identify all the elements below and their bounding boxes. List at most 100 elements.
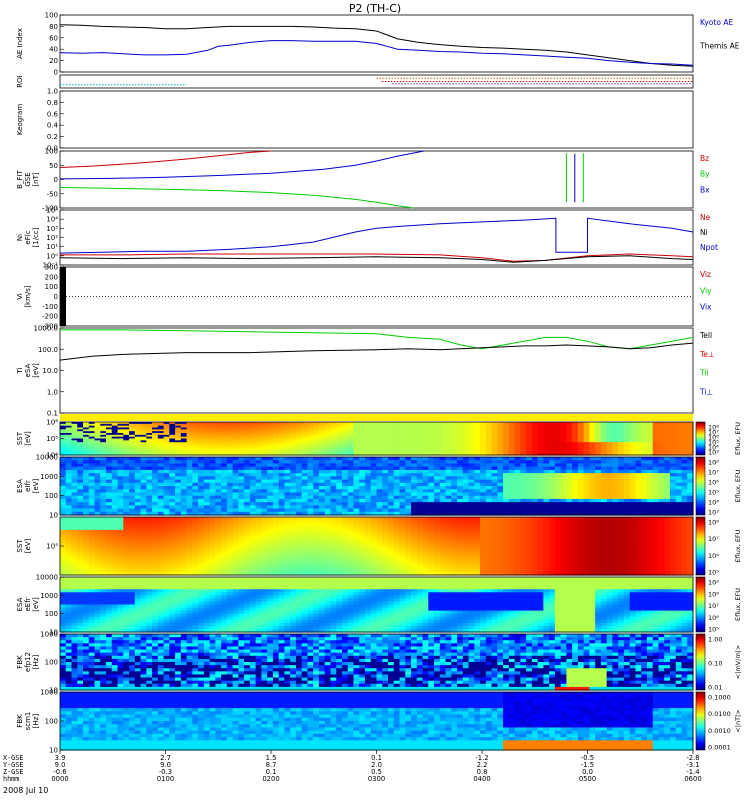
heatmap-cell <box>474 425 481 429</box>
heatmap-cell <box>451 423 458 427</box>
heatmap-cell <box>531 429 539 432</box>
y-tick-label: 10² <box>46 234 58 242</box>
y-axis-label: B_FITGSE[nT] <box>16 169 40 188</box>
heatmap-cell <box>439 495 447 500</box>
heatmap-cell <box>336 498 343 503</box>
heatmap-cell <box>399 445 406 449</box>
heatmap-cell <box>491 453 498 456</box>
heatmap-cell <box>554 460 562 465</box>
heatmap-cell <box>71 469 78 474</box>
heatmap-cell <box>370 436 378 440</box>
heatmap-cell <box>405 425 412 429</box>
heatmap-cell <box>503 449 510 452</box>
heatmap-cell <box>370 473 378 477</box>
heatmap-cell <box>152 447 159 451</box>
heatmap-cell <box>232 451 239 454</box>
heatmap-cell <box>664 431 671 434</box>
heatmap-cell <box>146 505 153 510</box>
heatmap-cell <box>520 457 527 461</box>
heatmap-cell <box>71 533 78 537</box>
heatmap-cell <box>284 463 291 468</box>
heatmap-cell <box>491 505 498 510</box>
heatmap-cell <box>514 425 521 429</box>
heatmap-cell <box>94 520 101 525</box>
heatmap-cell <box>399 489 406 494</box>
heatmap-cell <box>238 479 245 484</box>
heatmap-cell <box>664 453 671 456</box>
heatmap-cell <box>226 511 234 516</box>
heatmap-cell <box>318 429 326 432</box>
heatmap-cell <box>497 436 504 440</box>
heatmap-cell <box>600 495 608 500</box>
heatmap-cell <box>140 438 147 441</box>
heatmap-cell <box>106 552 113 557</box>
heatmap-cell <box>111 457 119 461</box>
heatmap-cell <box>520 440 527 443</box>
heatmap-cell <box>462 463 470 468</box>
heatmap-cell <box>474 505 481 510</box>
heatmap-cell <box>520 442 527 445</box>
heatmap-cell <box>157 425 165 429</box>
heatmap-cell <box>382 505 389 510</box>
heatmap-cell <box>88 469 96 474</box>
heatmap-cell <box>474 449 481 452</box>
heatmap-cell <box>520 466 527 471</box>
heatmap-cell <box>313 479 320 484</box>
heatmap-cell <box>336 505 343 510</box>
colorbar-tick-label: 10⁴ <box>708 499 719 507</box>
heatmap-cell <box>393 460 401 465</box>
heatmap-cell <box>88 451 96 454</box>
heatmap-cell <box>370 463 378 468</box>
heatmap-cell <box>318 449 326 452</box>
heatmap-cell <box>434 433 441 436</box>
heatmap-cell <box>157 447 165 451</box>
heatmap-cell <box>508 434 516 438</box>
heatmap-cell <box>100 511 107 516</box>
heatmap-cell <box>457 479 464 484</box>
heatmap-cell <box>180 429 188 432</box>
heatmap-cell <box>215 433 222 436</box>
heatmap-cell <box>359 473 366 477</box>
heatmap-cell <box>549 451 556 454</box>
heatmap-cell <box>198 505 205 510</box>
heatmap-cell <box>221 486 228 490</box>
heatmap-cell <box>307 423 314 427</box>
heatmap-cell <box>445 447 452 451</box>
heatmap-cell <box>503 482 510 487</box>
heatmap-cell <box>353 436 360 440</box>
heatmap-cell <box>117 445 124 449</box>
heatmap-cell <box>83 486 90 490</box>
heatmap-cell <box>669 438 677 441</box>
heatmap-cell <box>422 440 429 443</box>
heatmap-cell <box>359 434 366 438</box>
heatmap-cell <box>232 508 239 513</box>
heatmap-cell <box>65 523 73 528</box>
heatmap-cell <box>192 451 199 454</box>
heatmap-cell <box>434 492 441 497</box>
heatmap-cell <box>560 466 567 471</box>
heatmap-cell <box>83 469 90 474</box>
heatmap-cell <box>376 502 383 506</box>
heatmap-cell <box>330 449 337 452</box>
heatmap-cell <box>359 447 366 451</box>
heatmap-cell <box>382 423 389 427</box>
heatmap-cell <box>388 433 395 436</box>
heatmap-cell <box>439 434 447 438</box>
heatmap-cell <box>117 429 124 432</box>
heatmap-cell <box>514 495 521 500</box>
heatmap-cell <box>238 463 245 468</box>
heatmap-cell <box>330 445 337 449</box>
heatmap-cell <box>123 460 130 465</box>
heatmap-cell <box>318 482 326 487</box>
heatmap-cell <box>157 463 165 468</box>
heatmap-cell <box>65 451 73 454</box>
heatmap-cell <box>347 479 355 484</box>
heatmap-cell <box>595 431 602 434</box>
heatmap-cell <box>451 434 458 438</box>
heatmap-cell <box>77 546 84 550</box>
heatmap-cell <box>301 427 309 430</box>
heatmap-cell <box>215 479 222 484</box>
heatmap-cell <box>267 476 274 481</box>
heatmap-cell <box>468 460 475 465</box>
